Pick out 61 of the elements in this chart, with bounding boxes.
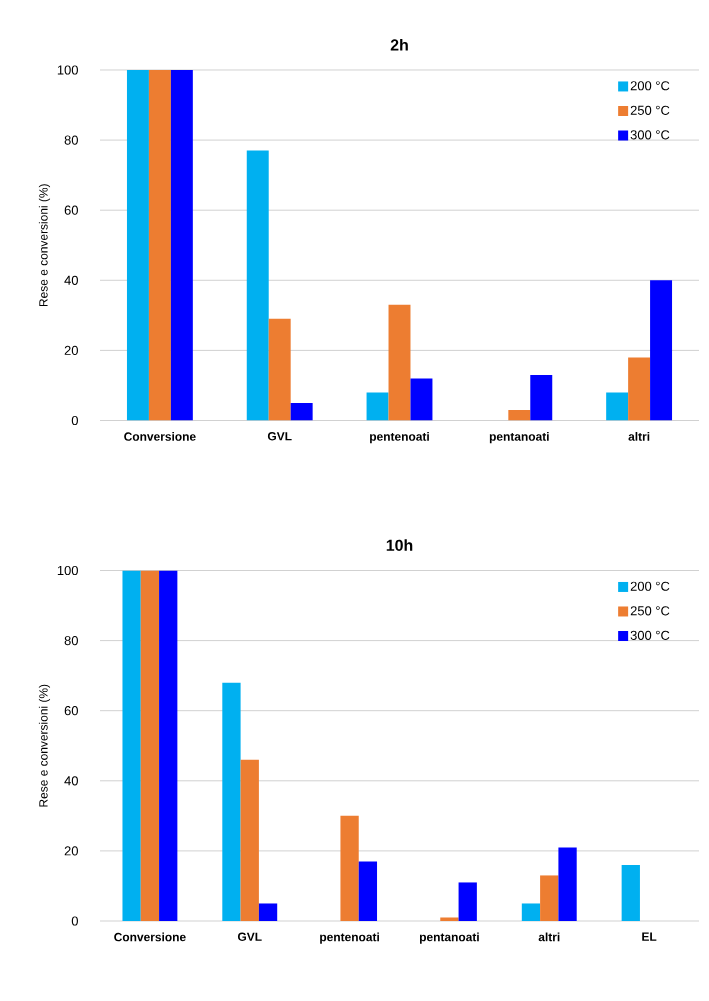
bar (170, 69, 193, 421)
bar (159, 570, 178, 921)
legend-label: 200 °C (630, 581, 670, 591)
x-tick-label: Conversione (124, 432, 196, 441)
y-tick-label: 20 (64, 345, 78, 355)
bar (140, 570, 160, 921)
legend-label: 250 °C (630, 105, 670, 115)
bar (558, 847, 577, 921)
bar (508, 409, 531, 421)
x-tick-label: Conversione (114, 932, 186, 942)
x-tick-label: pentanoati (489, 432, 549, 444)
bar (126, 69, 149, 421)
bar (340, 815, 359, 921)
bar (148, 69, 171, 421)
x-tick-label: altri (628, 432, 650, 441)
bar (410, 378, 433, 421)
bar (621, 864, 640, 921)
bar (240, 759, 259, 921)
y-tick-label: 40 (64, 275, 78, 285)
x-tick-label: EL (642, 932, 657, 941)
bar (388, 304, 411, 421)
bar (358, 861, 378, 921)
y-axis-title: Rese e conversioni (%) (38, 184, 51, 307)
y-tick-label: 100 (57, 65, 78, 75)
bar (458, 882, 477, 921)
legend-label: 250 °C (630, 606, 670, 616)
x-tick-label: GVL (267, 432, 292, 441)
bar (366, 392, 389, 421)
bar (530, 374, 553, 421)
x-tick-label: pentanoati (419, 932, 479, 944)
y-tick-label: 100 (57, 565, 78, 576)
bar (440, 917, 459, 921)
bar (122, 570, 141, 921)
x-tick-label: pentenoati (370, 432, 429, 444)
y-tick-label: 0 (71, 415, 78, 426)
x-tick-label: pentenoati (320, 932, 379, 944)
y-tick-label: 20 (64, 846, 78, 856)
chart-title: 2h (390, 38, 408, 51)
legend-label: 200 °C (630, 81, 670, 91)
x-tick-label: GVL (237, 932, 262, 941)
y-tick-label: 60 (64, 706, 78, 716)
chart-title: 10h (386, 539, 413, 551)
y-tick-label: 80 (64, 636, 78, 646)
bar (290, 402, 313, 421)
legend-label: 300 °C (630, 630, 670, 640)
bar (258, 903, 278, 921)
bar (246, 150, 269, 421)
bar (521, 903, 541, 921)
x-tick-label: altri (538, 932, 560, 942)
y-tick-label: 60 (64, 205, 78, 215)
legend-label: 300 °C (630, 130, 670, 140)
y-axis-title: Rese e conversioni (%) (38, 684, 51, 807)
bar (540, 875, 559, 921)
bar (650, 280, 673, 421)
bar (222, 682, 241, 921)
y-tick-label: 40 (64, 776, 78, 786)
bar (628, 357, 651, 421)
bar (606, 392, 629, 421)
bar (268, 318, 291, 421)
y-tick-label: 0 (71, 916, 78, 926)
y-tick-label: 80 (64, 135, 78, 145)
